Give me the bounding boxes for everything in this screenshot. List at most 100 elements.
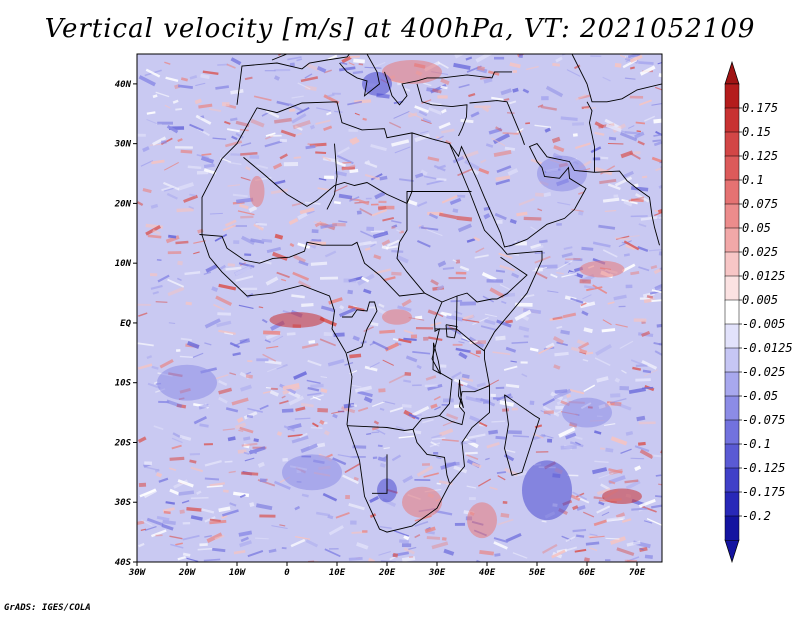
field-streak <box>226 63 236 69</box>
colorbar-label: -0.175 <box>742 485 785 499</box>
field-streak <box>168 234 177 239</box>
field-streak <box>480 159 487 164</box>
field-streak <box>145 68 161 78</box>
field-streak <box>599 447 605 450</box>
field-streak <box>332 92 341 95</box>
field-streak <box>231 397 249 406</box>
field-streak <box>459 301 477 306</box>
field-streak <box>155 534 163 537</box>
field-streak <box>430 441 437 446</box>
field-streak <box>175 107 183 111</box>
field-streak <box>300 76 319 83</box>
field-streak <box>379 407 385 411</box>
namibia-border <box>372 454 388 494</box>
field-streak <box>309 124 316 130</box>
field-streak <box>289 62 295 67</box>
field-streak <box>327 358 345 367</box>
field-streak <box>507 430 522 435</box>
field-streak <box>240 384 252 392</box>
field-streak <box>428 106 443 115</box>
field-streak <box>638 223 647 228</box>
field-streak <box>468 92 476 98</box>
field-streak <box>404 372 412 376</box>
field-streak <box>550 391 564 401</box>
field-streak <box>466 454 479 460</box>
field-streak <box>383 400 396 405</box>
field-streak <box>244 76 253 81</box>
field-streak <box>505 383 520 389</box>
field-streak <box>265 132 276 137</box>
field-streak <box>194 98 202 105</box>
congo-border <box>342 301 378 354</box>
field-streak <box>151 365 159 370</box>
field-streak <box>287 56 302 61</box>
field-streak <box>426 536 441 540</box>
field-streak <box>448 277 466 280</box>
field-streak <box>268 548 277 554</box>
field-streak <box>572 133 578 137</box>
field-streak <box>230 117 238 122</box>
field-streak <box>608 480 616 485</box>
field-streak <box>224 460 233 463</box>
field-streak <box>370 203 379 206</box>
field-streak <box>294 536 311 540</box>
field-streak <box>377 205 387 211</box>
field-streak <box>512 435 529 438</box>
field-streak <box>643 298 652 304</box>
field-streak <box>437 164 446 170</box>
field-streak <box>279 400 289 405</box>
field-streak <box>258 306 264 309</box>
field-streak <box>335 511 350 519</box>
field-streak <box>243 451 250 455</box>
field-streak <box>464 159 480 171</box>
field-streak <box>227 184 241 187</box>
field-streak <box>458 83 470 89</box>
field-streak <box>449 197 462 206</box>
field-streak <box>276 363 288 370</box>
field-streak <box>414 315 423 320</box>
field-streak <box>436 482 441 485</box>
field-streak <box>598 224 616 230</box>
field-streak <box>574 64 581 70</box>
field-streak <box>572 528 587 533</box>
field-streak <box>411 405 430 417</box>
field-streak <box>157 274 170 283</box>
field-anomaly <box>402 486 442 518</box>
field-streak <box>270 387 278 390</box>
field-streak <box>594 460 609 463</box>
field-streak <box>397 305 412 312</box>
field-streak <box>138 75 156 87</box>
field-streak <box>364 160 371 165</box>
field-streak <box>211 286 219 293</box>
field-streak <box>589 535 605 539</box>
field-streak <box>298 260 309 267</box>
field-streak <box>349 198 360 202</box>
field-streak <box>176 349 181 352</box>
field-streak <box>566 69 581 77</box>
field-streak <box>240 176 251 181</box>
field-streak <box>560 329 570 335</box>
field-streak <box>218 283 237 291</box>
field-streak <box>635 121 646 125</box>
field-streak <box>369 495 379 503</box>
field-streak <box>259 478 267 483</box>
field-streak <box>485 143 494 148</box>
field-streak <box>320 276 339 280</box>
field-streak <box>382 216 395 222</box>
field-streak <box>316 65 327 73</box>
field-streak <box>162 519 176 525</box>
field-streak <box>408 546 417 550</box>
field-streak <box>494 212 507 221</box>
field-streak <box>281 408 294 413</box>
field-streak <box>217 63 228 66</box>
field-streak <box>235 120 250 128</box>
field-streak <box>163 187 176 192</box>
field-streak <box>422 463 430 466</box>
field-streak <box>169 488 180 496</box>
field-streak <box>436 284 445 291</box>
field-streak <box>655 495 662 499</box>
field-streak <box>249 449 258 454</box>
colorbar-segment <box>724 203 740 229</box>
field-streak <box>504 98 510 101</box>
field-streak <box>371 431 380 434</box>
